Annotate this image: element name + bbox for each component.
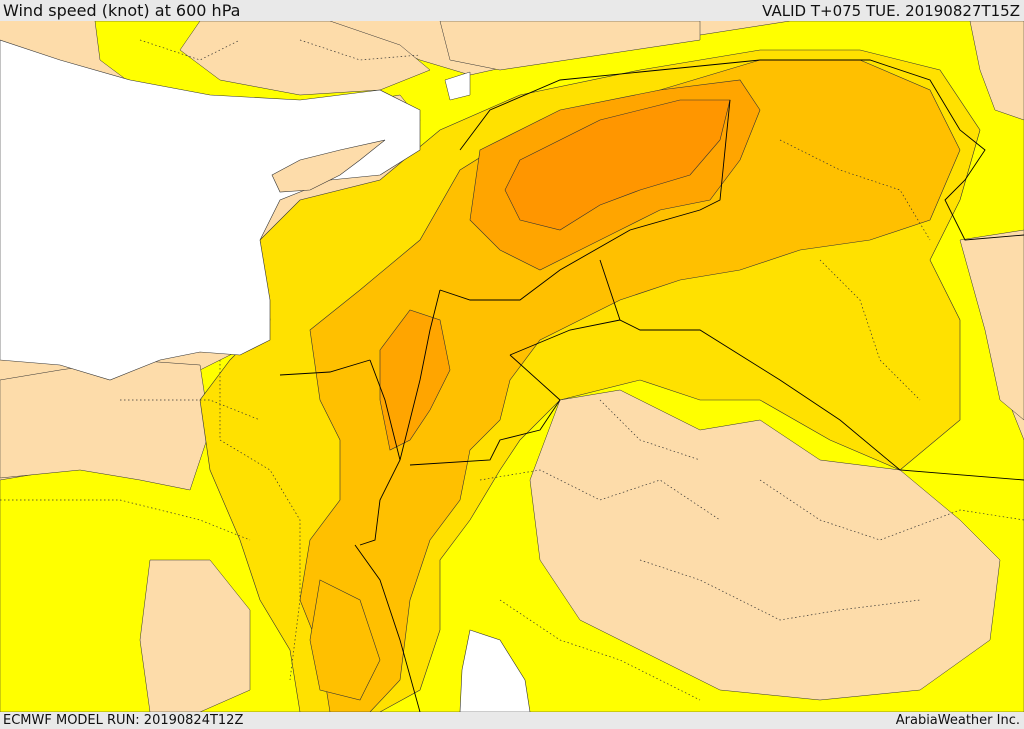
sea-red-sea xyxy=(459,629,531,712)
sea-lake-north xyxy=(444,71,471,101)
cyprus-island xyxy=(271,139,386,193)
map-title: Wind speed (knot) at 600 hPa xyxy=(3,1,241,20)
land-patch-northeast xyxy=(439,21,701,71)
country-borders xyxy=(279,59,1024,712)
sea-mediterranean xyxy=(0,39,421,381)
wind-speed-map xyxy=(0,21,1024,712)
wind-core-dark-orange xyxy=(504,99,731,231)
land-patch-far-east2 xyxy=(959,229,1024,421)
header-bar: Wind speed (knot) at 600 hPa VALID T+075… xyxy=(0,0,1024,21)
land-patch-southwest xyxy=(0,359,211,491)
land-patch-east xyxy=(529,389,1001,701)
credit-text: ArabiaWeather Inc. xyxy=(895,713,1020,728)
province-lines xyxy=(0,39,1024,701)
valid-time: VALID T+075 TUE. 20190827T15Z xyxy=(762,2,1020,20)
footer-bar: ECMWF MODEL RUN: 20190824T12Z ArabiaWeat… xyxy=(0,712,1024,729)
wind-band-amber-south xyxy=(309,579,381,701)
wind-band-amber xyxy=(299,59,961,712)
model-run: ECMWF MODEL RUN: 20190824T12Z xyxy=(3,713,244,728)
wind-band-orange-jordan xyxy=(379,309,451,451)
land-patch-sw2 xyxy=(139,559,251,712)
land-patch-far-east xyxy=(969,21,1024,121)
